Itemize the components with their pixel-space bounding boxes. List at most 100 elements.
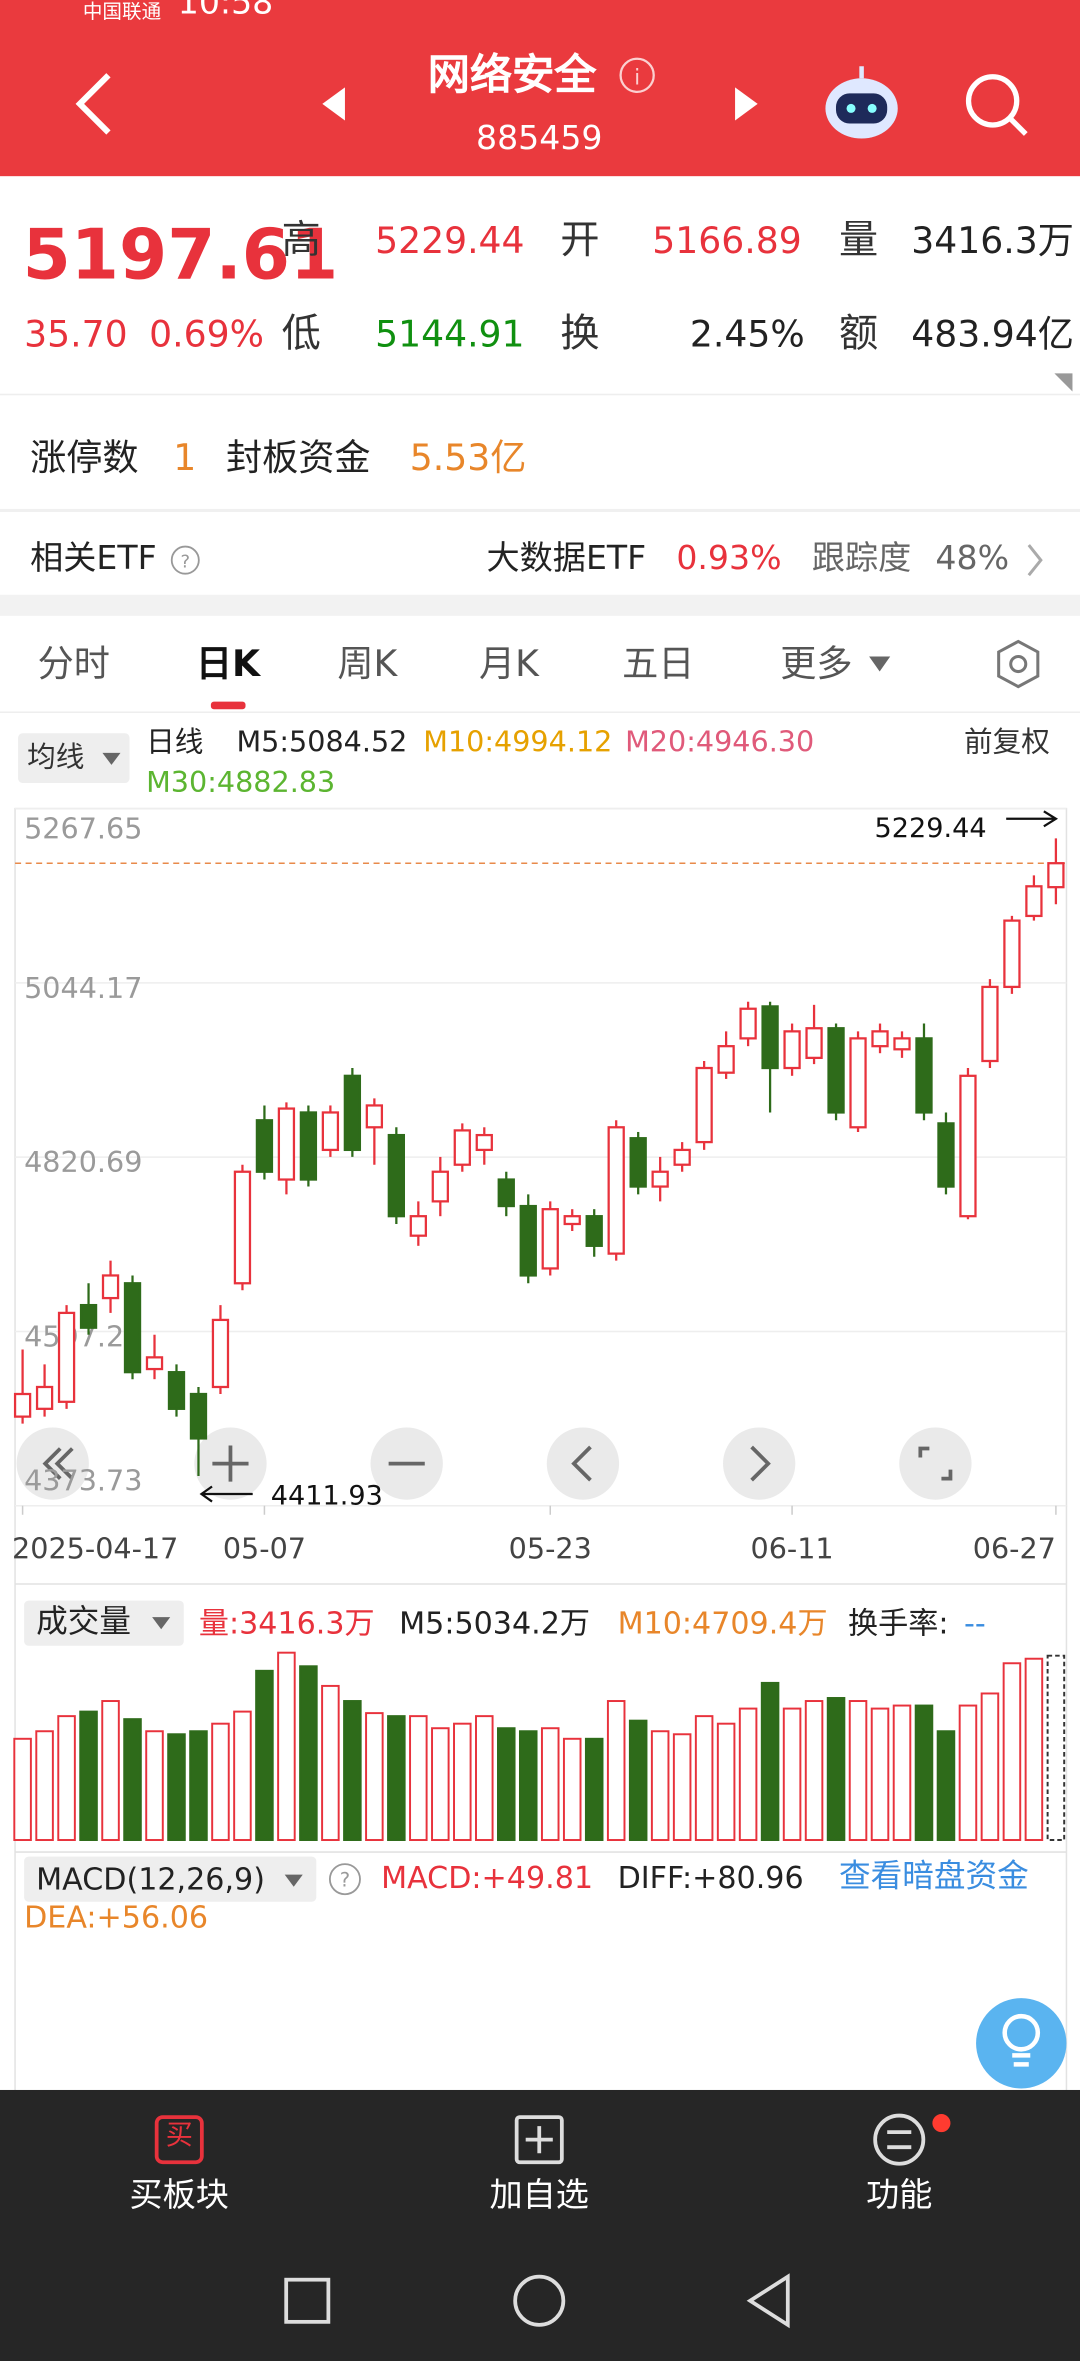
candle-body [519,1204,537,1277]
btn-left[interactable] [546,1427,620,1500]
candle-body [101,1274,120,1300]
robot-icon[interactable] [825,66,898,139]
search-icon[interactable] [965,74,1028,136]
btn-right[interactable] [723,1427,796,1500]
candle-body [211,1318,230,1389]
candle [101,1260,120,1313]
btn-fullscreen[interactable] [899,1427,972,1500]
volume-bar [1002,1662,1022,1841]
volume-bar [980,1692,1000,1841]
adjust[interactable]: 前复权 [964,725,1050,759]
candle-body [585,1215,603,1247]
clock: 10:58 [177,0,274,23]
candle-body [145,1356,164,1371]
candle-body [13,1392,32,1418]
volume-bar [782,1707,802,1841]
tab[interactable]: 更多 [780,642,853,686]
diff-value: DIFF:+80.96 [617,1859,804,1896]
candle [893,1031,911,1058]
nav-home[interactable] [513,2274,566,2327]
next-icon[interactable] [735,87,758,121]
candle-body [123,1282,142,1374]
add-plus [525,2126,553,2154]
volume-bar [123,1718,142,1841]
volume-bar [343,1700,362,1841]
volume-bar [299,1665,318,1841]
candle-body [475,1133,493,1152]
candle [1003,915,1021,994]
tab[interactable]: 日K [195,642,260,686]
tab[interactable]: 周K [337,642,398,686]
volume-bar [738,1707,758,1841]
help-icon[interactable] [170,545,200,575]
candle-body [915,1037,933,1114]
nav-item[interactable]: 买板块 [129,2177,229,2215]
price: 5197.61 [22,213,339,296]
macd-selector-bg[interactable] [24,1856,317,1902]
candle-body [453,1129,471,1166]
volume-selector-bg[interactable] [24,1600,184,1646]
candle-body [79,1303,98,1329]
dea-value: DEA:+56.06 [24,1898,209,1935]
m10-label: M10:4709.4万 [617,1605,828,1642]
help-icon[interactable] [328,1863,361,1896]
x-tick-label: 06-27 [973,1531,1056,1565]
candle-body [937,1122,955,1188]
dark-pool-link[interactable]: 查看暗盘资金 [838,1858,1029,1895]
low-marker: 4411.93 [271,1481,383,1512]
candle [431,1156,449,1217]
candle [255,1105,274,1180]
info-icon[interactable] [619,57,655,93]
y-tick-label: 4820.69 [24,1145,142,1179]
candle [981,979,999,1069]
ma-selector-bg[interactable] [18,733,130,783]
caret [284,1874,303,1887]
macd-value: MACD:+49.81 [381,1859,594,1896]
nav-item[interactable]: 功能 [866,2177,933,2215]
label: 高 [281,218,321,264]
nav-recent[interactable] [284,2277,331,2324]
ma-selector[interactable]: 均线 [27,740,85,774]
candle-body [299,1111,318,1181]
tips-button[interactable] [976,1998,1067,2089]
help-glyph: ? [180,552,190,573]
volume-bar [826,1697,846,1841]
candle [79,1283,98,1335]
band [0,594,1080,616]
expand-corner[interactable] [1054,373,1073,392]
candle [299,1105,318,1187]
candle-body [629,1137,647,1188]
volume-bar [321,1684,340,1841]
candle-body [1047,862,1065,889]
candle [519,1194,537,1284]
nav-back[interactable] [746,2273,790,2329]
volume-bar [387,1715,406,1841]
candle [1047,838,1065,905]
back-icon[interactable] [75,73,111,135]
tab[interactable]: 月K [478,642,539,686]
candle [123,1275,142,1380]
volume-title[interactable]: 成交量 [36,1603,132,1640]
value: 3416.3万 [911,219,1074,262]
btn-rewind[interactable] [16,1427,89,1500]
volume-bar [540,1727,560,1841]
etf-name[interactable]: 大数据ETF [486,540,647,579]
prev-icon[interactable] [322,87,345,121]
candle [13,1349,32,1424]
change: 35.70 [24,313,128,356]
tab[interactable]: 分时 [37,642,110,686]
candle [277,1102,296,1195]
volume-bar [694,1715,714,1841]
tab[interactable]: 五日 [622,642,695,686]
settings-icon[interactable] [997,639,1040,689]
candle-body [321,1111,340,1152]
nav-item[interactable]: 加自选 [489,2177,589,2215]
candle [673,1142,691,1172]
volume-bar [760,1681,780,1841]
macd-title[interactable]: MACD(12,26,9) [36,1861,265,1898]
label: 低 [281,311,321,357]
volume-bar [497,1727,516,1841]
candle-body [541,1208,559,1270]
